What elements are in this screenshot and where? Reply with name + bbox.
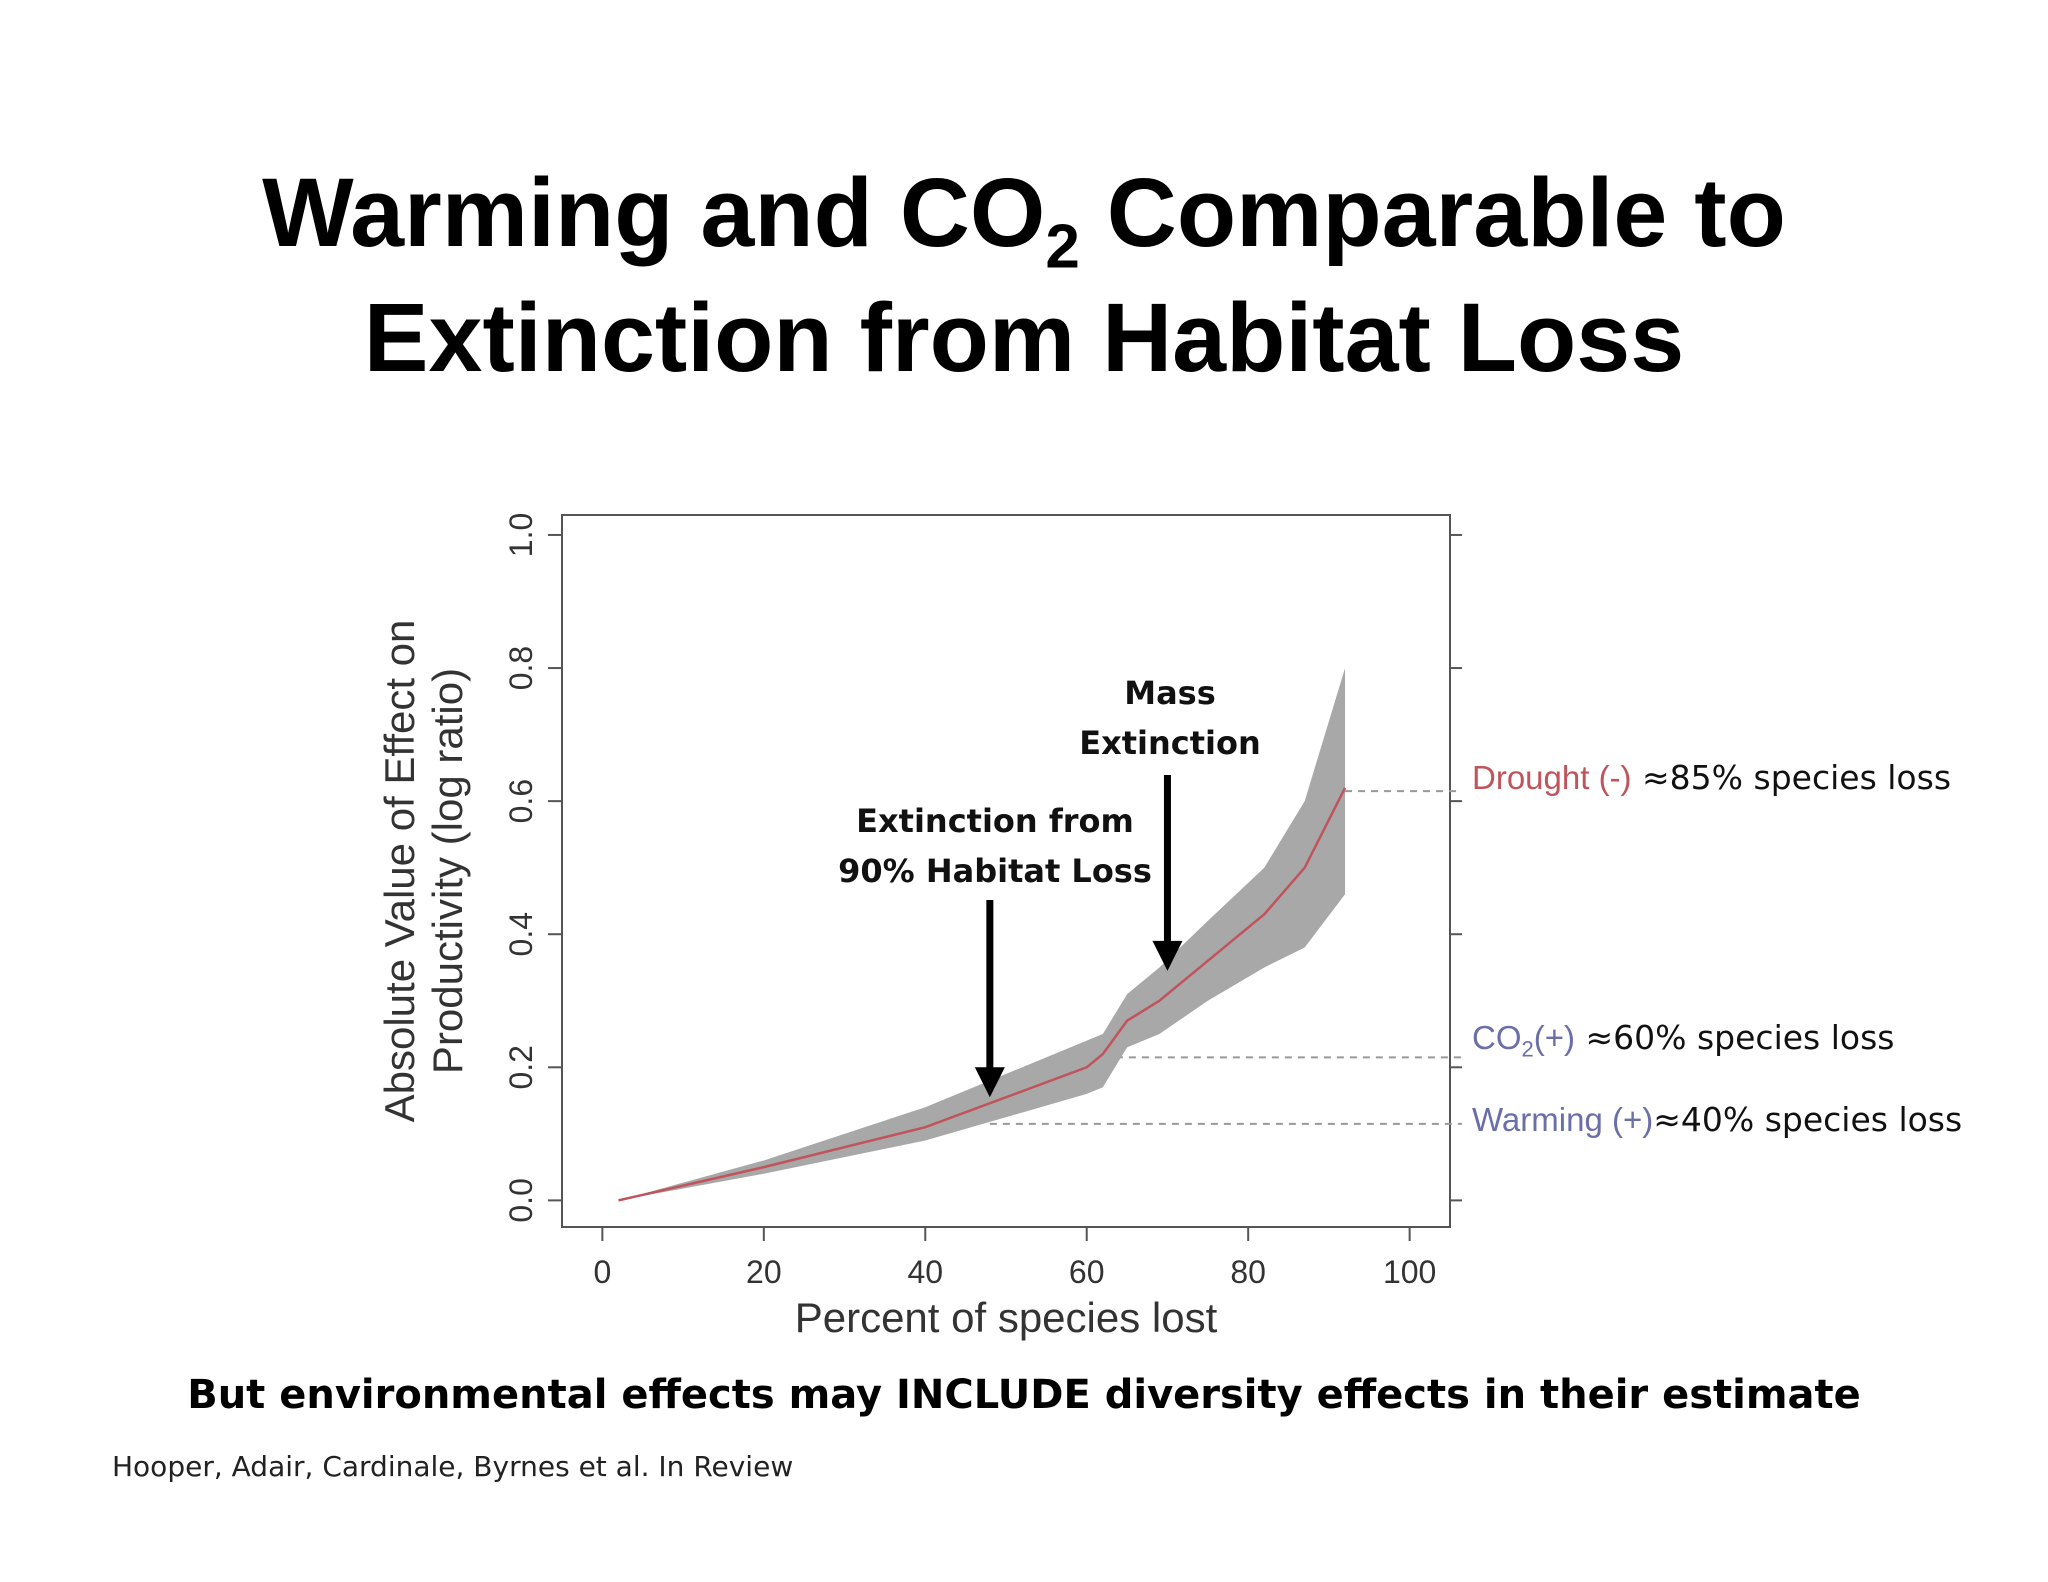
- axis-ticks: 0 20 40 60 80 100 0.0 0.2 0.4 0.6 0.8 1.0: [503, 513, 1462, 1290]
- x-tick-label: 80: [1230, 1254, 1266, 1290]
- reference-label-co2: CO2(+) ≈60% species loss: [1472, 1018, 1895, 1062]
- arrow-head: [974, 1067, 1005, 1098]
- y-tick-label: 0.2: [503, 1045, 539, 1089]
- y-tick-label: 0.4: [503, 912, 539, 956]
- footnote: But environmental effects may INCLUDE di…: [187, 1372, 1861, 1418]
- title-line-2: Extinction from Habitat Loss: [363, 283, 1685, 392]
- reference-lines: [989, 790, 1462, 1125]
- x-tick-label: 100: [1383, 1254, 1436, 1290]
- y-tick-label: 0.0: [503, 1178, 539, 1222]
- y-axis-label-line2: Productivity (log ratio): [424, 668, 471, 1074]
- x-tick-label: 40: [907, 1254, 943, 1290]
- annotation-habitat-loss: Extinction from 90% Habitat Loss: [838, 802, 1152, 890]
- reference-label-drought: Drought (-) ≈85% species loss: [1472, 758, 1952, 797]
- y-tick-label: 0.8: [503, 646, 539, 690]
- series-line: [618, 787, 1347, 1202]
- y-tick-label: 1.0: [503, 513, 539, 557]
- reference-label-warming: Warming (+)≈40% species loss: [1472, 1100, 1963, 1139]
- x-axis-label: Percent of species lost: [795, 1294, 1218, 1341]
- confidence-band: [618, 668, 1346, 1201]
- plot-frame: [561, 514, 1451, 1228]
- title-line-1: Warming and CO2 Comparable to: [262, 158, 1786, 282]
- x-tick-label: 60: [1069, 1254, 1105, 1290]
- arrow-head: [1152, 940, 1183, 971]
- x-tick-label: 20: [746, 1254, 782, 1290]
- slide-title: Warming and CO2 Comparable to Extinction…: [0, 150, 2048, 400]
- y-tick-label: 0.6: [503, 779, 539, 823]
- y-axis-label-line1: Absolute Value of Effect on: [376, 620, 423, 1123]
- citation: Hooper, Adair, Cardinale, Byrnes et al. …: [112, 1450, 794, 1483]
- x-tick-label: 0: [593, 1254, 611, 1290]
- annotation-mass-extinction: Mass Extinction: [1079, 674, 1261, 762]
- annotation-arrows: [974, 775, 1183, 1098]
